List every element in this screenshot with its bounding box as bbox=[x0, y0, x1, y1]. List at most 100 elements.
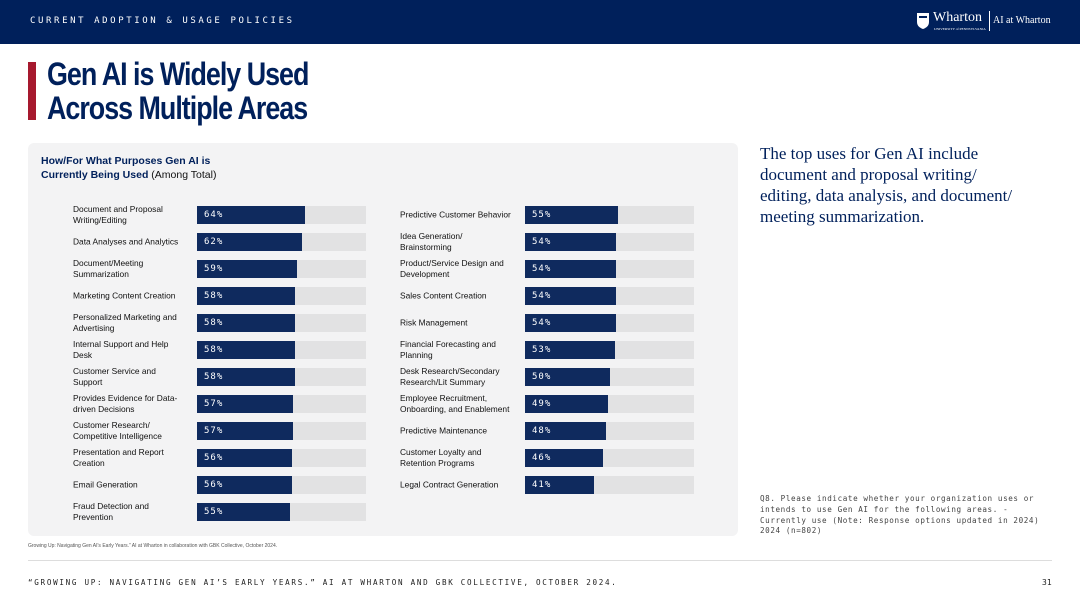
logo-text: Wharton bbox=[933, 10, 982, 25]
value-label: 56% bbox=[204, 453, 224, 463]
value-label: 46% bbox=[532, 453, 552, 463]
bar-track: 55% bbox=[525, 206, 694, 224]
bar-track: 46% bbox=[525, 449, 694, 467]
category-label: Idea Generation/ Brainstorming bbox=[400, 231, 463, 252]
value-label: 64% bbox=[204, 210, 224, 220]
bar-track: 62% bbox=[197, 233, 366, 251]
category-label: Fraud Detection and Prevention bbox=[73, 501, 149, 522]
bar bbox=[525, 476, 595, 494]
title: Gen AI is Widely Used Across Multiple Ar… bbox=[47, 56, 309, 126]
bar bbox=[197, 395, 294, 413]
footer: “GROWING UP: NAVIGATING GEN AI’S EARLY Y… bbox=[28, 578, 618, 587]
chart-note: (Among Total) bbox=[151, 169, 217, 181]
bar-track: 55% bbox=[197, 503, 366, 521]
question-note: Q8. Please indicate whether your organiz… bbox=[760, 494, 1040, 536]
category-label: Legal Contract Generation bbox=[400, 479, 499, 490]
category-label: Data Analyses and Analytics bbox=[73, 236, 179, 247]
value-label: 58% bbox=[204, 345, 224, 355]
brand: AI at Wharton bbox=[993, 15, 1051, 26]
bar bbox=[197, 260, 297, 278]
chart-title: How/For What Purposes Gen AI is Currentl… bbox=[41, 155, 211, 181]
category-label: Customer Service and Support bbox=[73, 366, 156, 387]
bar bbox=[525, 341, 615, 359]
value-label: 53% bbox=[532, 345, 552, 355]
category-label: Predictive Customer Behavior bbox=[400, 209, 511, 220]
header-bar: CURRENT ADOPTION & USAGE POLICIES Wharto… bbox=[0, 0, 1080, 44]
chart-heading: How/For What Purposes Gen AI is Currentl… bbox=[41, 154, 216, 182]
value-label: 58% bbox=[204, 318, 224, 328]
page-number: 31 bbox=[1042, 578, 1052, 587]
source: Growing Up: Navigating Gen AI's Early Ye… bbox=[28, 543, 278, 549]
bar-track: 49% bbox=[525, 395, 694, 413]
bar bbox=[525, 233, 617, 251]
divider bbox=[989, 11, 990, 31]
bar bbox=[525, 449, 603, 467]
value-label: 54% bbox=[532, 318, 552, 328]
bar-track: 58% bbox=[197, 341, 366, 359]
category-label: Provides Evidence for Data- driven Decis… bbox=[73, 393, 178, 414]
category-label: Marketing Content Creation bbox=[73, 290, 176, 301]
category-label: Risk Management bbox=[400, 317, 468, 328]
value-label: 41% bbox=[532, 480, 552, 490]
bar-track: 58% bbox=[197, 368, 366, 386]
bar-track: 54% bbox=[525, 233, 694, 251]
category-label: Document/Meeting Summarization bbox=[73, 258, 144, 279]
bar bbox=[197, 449, 292, 467]
title-accent bbox=[28, 62, 36, 120]
bar-track: 54% bbox=[525, 314, 694, 332]
bar bbox=[197, 368, 296, 386]
value-label: 49% bbox=[532, 399, 552, 409]
value-label: 62% bbox=[204, 237, 224, 247]
footer-rule bbox=[28, 560, 1052, 561]
value-label: 55% bbox=[204, 507, 224, 517]
bar-track: 59% bbox=[197, 260, 366, 278]
category-label: Financial Forecasting and Planning bbox=[400, 339, 496, 360]
value-label: 54% bbox=[532, 291, 552, 301]
category-label: Desk Research/Secondary Research/Lit Sum… bbox=[400, 366, 500, 387]
value-label: 57% bbox=[204, 426, 224, 436]
category-label: Employee Recruitment, Onboarding, and En… bbox=[400, 393, 510, 414]
bar bbox=[197, 341, 296, 359]
bar bbox=[525, 314, 617, 332]
bar-track: 58% bbox=[197, 287, 366, 305]
value-label: 56% bbox=[204, 480, 224, 490]
bar-track: 53% bbox=[525, 341, 694, 359]
side-text: The top uses for Gen AI include document… bbox=[760, 144, 1013, 226]
bar-track: 58% bbox=[197, 314, 366, 332]
bar-track: 57% bbox=[197, 395, 366, 413]
value-label: 48% bbox=[532, 426, 552, 436]
value-label: 58% bbox=[204, 372, 224, 382]
bar bbox=[197, 476, 292, 494]
bar-track: 54% bbox=[525, 260, 694, 278]
bar-track: 54% bbox=[525, 287, 694, 305]
bar bbox=[525, 206, 618, 224]
category-label: Sales Content Creation bbox=[400, 290, 487, 301]
category-label: Presentation and Report Creation bbox=[73, 447, 164, 468]
category-label: Email Generation bbox=[73, 479, 138, 490]
category-label: Predictive Maintenance bbox=[400, 425, 488, 436]
category-label: Internal Support and Help Desk bbox=[73, 339, 169, 360]
bar bbox=[525, 368, 610, 386]
bar bbox=[197, 503, 290, 521]
bar-track: 57% bbox=[197, 422, 366, 440]
category-label: Customer Research/ Competitive Intellige… bbox=[73, 420, 162, 441]
bar-track: 41% bbox=[525, 476, 694, 494]
bar-track: 50% bbox=[525, 368, 694, 386]
value-label: 59% bbox=[204, 264, 224, 274]
bar bbox=[197, 233, 302, 251]
value-label: 55% bbox=[532, 210, 552, 220]
bar-track: 64% bbox=[197, 206, 366, 224]
bar bbox=[525, 422, 607, 440]
bar bbox=[525, 395, 608, 413]
bar-track: 56% bbox=[197, 476, 366, 494]
bar bbox=[197, 422, 294, 440]
bar-track: 48% bbox=[525, 422, 694, 440]
bar bbox=[525, 287, 617, 305]
section-label: CURRENT ADOPTION & USAGE POLICIES bbox=[30, 16, 295, 26]
category-label: Customer Loyalty and Retention Programs bbox=[400, 447, 482, 468]
value-label: 57% bbox=[204, 399, 224, 409]
value-label: 54% bbox=[532, 264, 552, 274]
bar bbox=[197, 206, 306, 224]
category-label: Personalized Marketing and Advertising bbox=[73, 312, 177, 333]
